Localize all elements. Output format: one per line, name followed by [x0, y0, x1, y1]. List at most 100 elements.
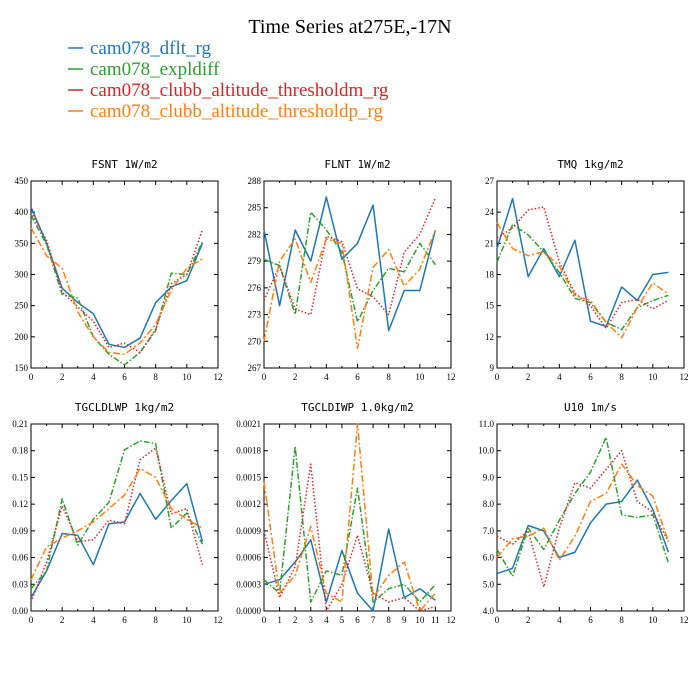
- y-tick-label: 0.0006: [236, 553, 261, 563]
- y-tick-label: 350: [15, 238, 29, 248]
- x-tick-label: 10: [182, 615, 192, 625]
- legend-label: cam078_expldiff: [90, 59, 220, 80]
- x-tick-label: 2: [60, 615, 65, 625]
- chart-panel: FSNT 1W/m2 0 2 4 6 8 10 12 150 200 250 300 350 400 450: [15, 158, 223, 382]
- x-tick-label: 8: [386, 615, 391, 625]
- y-tick-label: 9.0: [483, 472, 495, 482]
- y-tick-label: 0.0015: [236, 472, 261, 482]
- y-tick-label: 0.21: [12, 419, 28, 429]
- x-tick-label: 0: [262, 615, 267, 625]
- y-tick-label: 0.0018: [236, 446, 261, 456]
- x-tick-label: 2: [526, 372, 531, 382]
- legend-item: cam078_expldiff: [68, 59, 220, 80]
- x-tick-label: 1: [277, 615, 282, 625]
- x-tick-label: 4: [91, 372, 96, 382]
- y-tick-label: 0.18: [12, 446, 28, 456]
- x-tick-label: 10: [182, 372, 192, 382]
- y-tick-label: 5.0: [483, 579, 495, 589]
- x-tick-label: 8: [153, 615, 158, 625]
- x-tick-label: 4: [91, 615, 96, 625]
- x-tick-label: 11: [431, 615, 440, 625]
- y-tick-label: 200: [15, 332, 29, 342]
- series-line: [496, 479, 670, 575]
- x-tick-label: 8: [619, 372, 624, 382]
- x-tick-label: 2: [60, 372, 65, 382]
- x-tick-label: 12: [447, 372, 456, 382]
- series-line: [496, 223, 669, 331]
- x-tick-label: 8: [619, 615, 624, 625]
- y-tick-label: 0.0012: [236, 499, 261, 509]
- series-line: [496, 206, 669, 330]
- x-tick-label: 0: [29, 372, 34, 382]
- y-tick-label: 270: [248, 336, 262, 346]
- series-line: [496, 449, 670, 588]
- x-tick-label: 6: [122, 372, 127, 382]
- x-tick-label: 4: [557, 615, 562, 625]
- y-tick-label: 0.0000: [236, 606, 261, 616]
- series-line: [30, 227, 203, 356]
- x-tick-label: 0: [495, 615, 500, 625]
- chart-panel: TGCLDLWP 1kg/m2 0 2 4 6 8 10 12 0.00 0.03 0.06 0.09…: [12, 401, 222, 625]
- x-tick-label: 4: [324, 372, 329, 382]
- legend-item: cam078_clubb_altitude_thresholdm_rg: [68, 80, 389, 101]
- x-tick-label: 12: [680, 372, 689, 382]
- series-line: [30, 206, 204, 349]
- y-tick-label: 18: [485, 270, 495, 280]
- x-tick-label: 10: [648, 615, 658, 625]
- y-tick-label: 450: [15, 176, 29, 186]
- plot-frame: [263, 180, 452, 369]
- x-tick-label: 4: [324, 615, 329, 625]
- x-tick-label: 0: [495, 372, 500, 382]
- y-tick-label: 300: [15, 270, 29, 280]
- panel-title: FSNT 1W/m2: [91, 158, 157, 171]
- y-tick-label: 4.0: [483, 606, 495, 616]
- panel-title: TGCLDIWP 1.0kg/m2: [301, 401, 414, 414]
- series-line: [263, 211, 437, 323]
- series-line: [30, 214, 204, 366]
- x-tick-label: 12: [447, 615, 456, 625]
- y-tick-label: 0.0021: [236, 419, 261, 429]
- y-tick-label: 273: [248, 310, 262, 320]
- series-line: [496, 222, 669, 339]
- x-tick-label: 6: [355, 615, 360, 625]
- y-tick-label: 0.09: [12, 526, 28, 536]
- y-tick-label: 7.0: [483, 526, 495, 536]
- panel-title: FLNT 1W/m2: [324, 158, 390, 171]
- x-tick-label: 7: [371, 615, 376, 625]
- plot-frame: [263, 423, 452, 612]
- y-tick-label: 400: [15, 207, 29, 217]
- series-line: [30, 211, 204, 354]
- y-tick-label: 276: [248, 283, 262, 293]
- legend-item: cam078_dflt_rg: [68, 38, 212, 59]
- series-line: [263, 528, 436, 612]
- y-tick-label: 9: [490, 363, 495, 373]
- x-tick-label: 0: [29, 615, 34, 625]
- legend-label: cam078_clubb_altitude_thresholdm_rg: [90, 80, 389, 101]
- y-tick-label: 11.0: [479, 419, 495, 429]
- x-tick-label: 6: [588, 372, 593, 382]
- x-tick-label: 6: [355, 372, 360, 382]
- x-tick-label: 4: [557, 372, 562, 382]
- panel-title: U10 1m/s: [564, 401, 617, 414]
- y-tick-label: 288: [248, 176, 262, 186]
- series-line: [30, 440, 204, 590]
- x-tick-label: 2: [293, 372, 298, 382]
- x-tick-label: 5: [340, 615, 345, 625]
- y-tick-label: 0.03: [12, 579, 28, 589]
- series-line: [496, 197, 669, 328]
- chart-panels: FSNT 1W/m20 2 4 6 8 10 12150200250300350400450…: [12, 158, 688, 625]
- y-tick-label: 10.0: [478, 446, 494, 456]
- x-tick-label: 12: [680, 615, 689, 625]
- series-line: [30, 482, 204, 599]
- y-tick-label: 0.0003: [236, 579, 261, 589]
- x-tick-label: 6: [122, 615, 127, 625]
- y-tick-label: 6.0: [483, 553, 495, 563]
- chart-panel: FLNT 1W/m2 0 2 4 6 8 10 12 267 270 273 276 279 282 285…: [248, 158, 456, 382]
- y-tick-label: 0.06: [12, 553, 28, 563]
- figure-title: Time Series at275E,-17N: [248, 16, 451, 38]
- x-tick-label: 3: [309, 615, 314, 625]
- y-tick-label: 0.00: [12, 606, 28, 616]
- y-tick-label: 8.0: [483, 499, 495, 509]
